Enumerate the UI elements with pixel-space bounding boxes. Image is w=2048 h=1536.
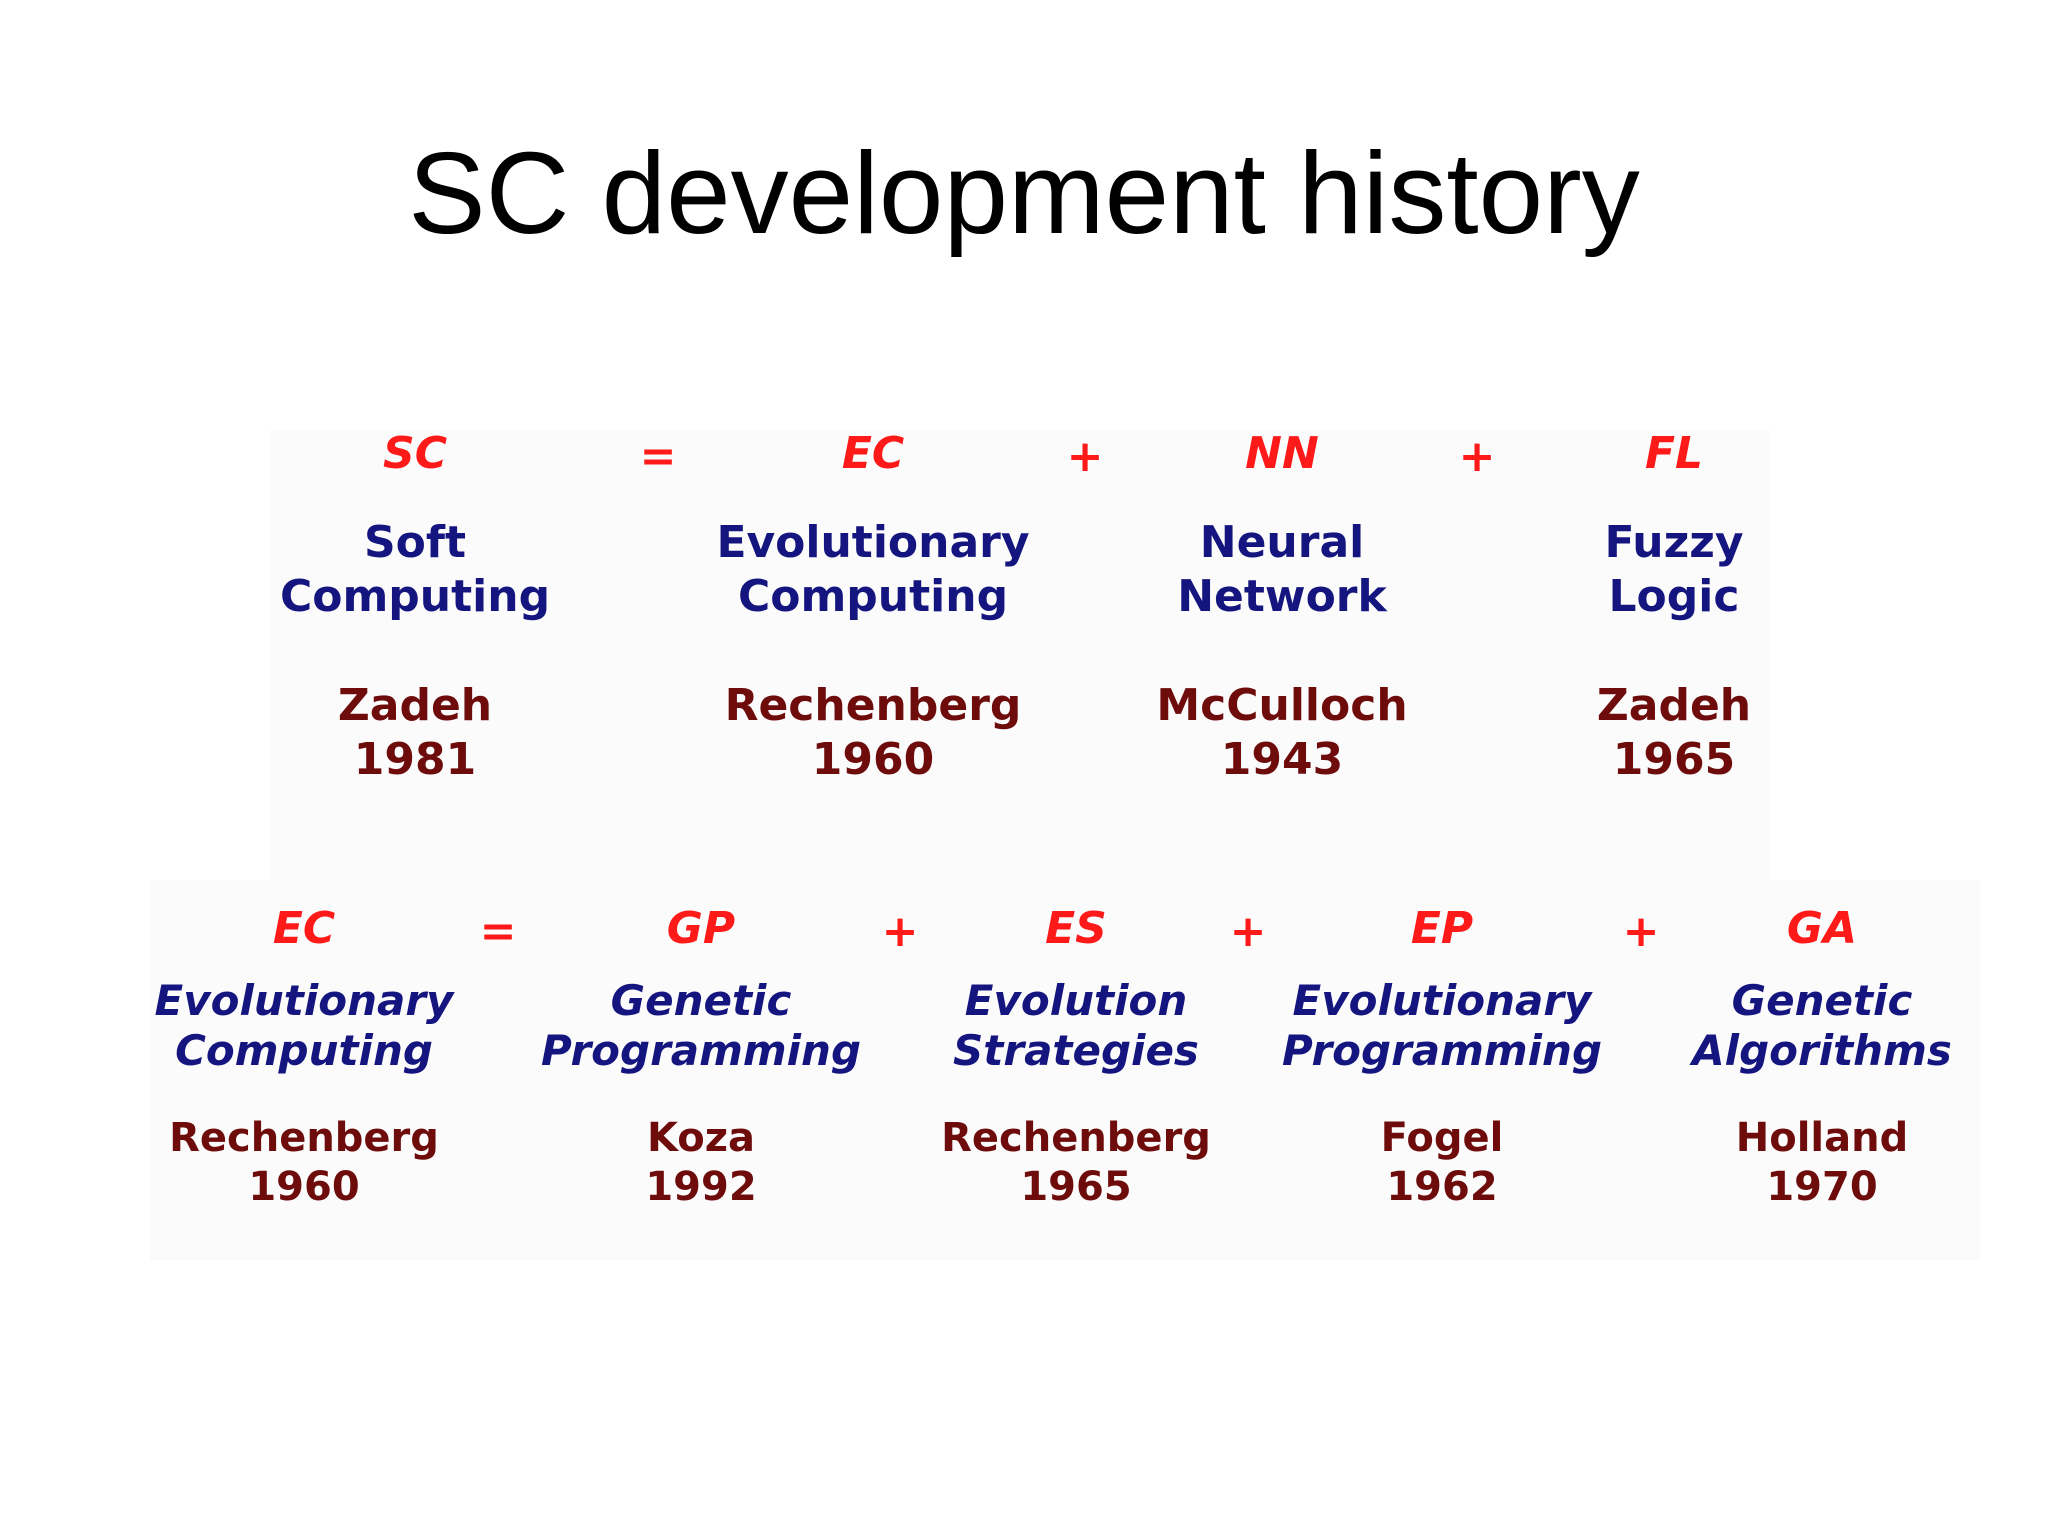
- term-fl: FL Fuzzy Logic Zadeh 1965: [1597, 432, 1751, 787]
- term-person: Koza: [646, 1115, 756, 1161]
- term-abbreviation: EP: [1410, 903, 1474, 954]
- term-name-line: Programming: [1281, 1026, 1603, 1075]
- term-person: Rechenberg: [169, 1115, 439, 1161]
- plus-operator: +: [881, 906, 919, 957]
- term-name-line: Evolution: [964, 976, 1188, 1025]
- term-name-line: Neural: [1199, 517, 1365, 568]
- equals-operator: =: [479, 906, 517, 957]
- term-name-line: Computing: [175, 1026, 433, 1075]
- term-year: 1970: [1766, 1164, 1878, 1210]
- term-name-line: Genetic: [610, 976, 792, 1025]
- term-abbreviation: GA: [1786, 903, 1858, 954]
- diagram-background-top: [270, 430, 1770, 880]
- term-sc: SC Soft Computing Zadeh 1981: [280, 432, 550, 787]
- term-year: 1965: [1612, 734, 1736, 785]
- term-ga: GA Genetic Algorithms Holland 1970: [1692, 907, 1952, 1212]
- term-person: McCulloch: [1156, 680, 1408, 731]
- term-ep: EP Evolutionary Programming Fogel 1962: [1282, 907, 1602, 1212]
- term-year: 1965: [1020, 1164, 1132, 1210]
- term-year: 1992: [645, 1164, 757, 1210]
- term-name-line: Evolutionary: [1292, 976, 1592, 1025]
- term-name-line: Computing: [279, 571, 551, 622]
- term-abbreviation: ES: [1045, 903, 1107, 954]
- term-person: Holland: [1735, 1115, 1909, 1161]
- term-name-line: Logic: [1608, 571, 1740, 622]
- term-nn: NN Neural Network McCulloch 1943: [1156, 432, 1407, 787]
- plus-operator: +: [1622, 906, 1660, 957]
- term-name-line: Strategies: [953, 1026, 1199, 1075]
- term-es: ES Evolution Strategies Rechenberg 1965: [941, 907, 1211, 1212]
- term-person: Rechenberg: [724, 680, 1022, 731]
- term-person: Rechenberg: [941, 1115, 1211, 1161]
- diagram-background-bottom: [150, 880, 1980, 1260]
- term-abbreviation: GP: [666, 903, 736, 954]
- plus-operator: +: [1458, 431, 1496, 482]
- term-name-line: Programming: [540, 1026, 862, 1075]
- term-abbreviation: NN: [1245, 428, 1319, 479]
- term-abbreviation: FL: [1644, 428, 1704, 479]
- term-abbreviation: EC: [272, 903, 336, 954]
- term-name-line: Network: [1177, 571, 1387, 622]
- term-name-line: Computing: [737, 571, 1009, 622]
- term-year: 1981: [353, 734, 477, 785]
- equals-operator: =: [639, 431, 677, 482]
- term-name-line: Soft: [363, 517, 467, 568]
- term-gp: GP Genetic Programming Koza 1992: [541, 907, 861, 1212]
- term-name-line: Algorithms: [1692, 1026, 1952, 1075]
- plus-operator: +: [1229, 906, 1267, 957]
- term-abbreviation: SC: [383, 428, 447, 479]
- term-name-line: Evolutionary: [154, 976, 454, 1025]
- term-person: Zadeh: [337, 680, 493, 731]
- slide-title: SC development history: [408, 128, 1640, 258]
- plus-operator: +: [1066, 431, 1104, 482]
- term-year: 1943: [1220, 734, 1344, 785]
- term-abbreviation: EC: [841, 428, 905, 479]
- term-person: Zadeh: [1596, 680, 1752, 731]
- term-year: 1962: [1386, 1164, 1498, 1210]
- term-year: 1960: [811, 734, 935, 785]
- term-name-line: Fuzzy: [1604, 517, 1744, 568]
- term-name-line: Evolutionary: [716, 517, 1030, 568]
- term-year: 1960: [248, 1164, 360, 1210]
- term-ec: EC Evolutionary Computing Rechenberg 196…: [716, 432, 1029, 787]
- term-person: Fogel: [1380, 1115, 1504, 1161]
- term-ec: EC Evolutionary Computing Rechenberg 196…: [155, 907, 454, 1212]
- term-name-line: Genetic: [1731, 976, 1913, 1025]
